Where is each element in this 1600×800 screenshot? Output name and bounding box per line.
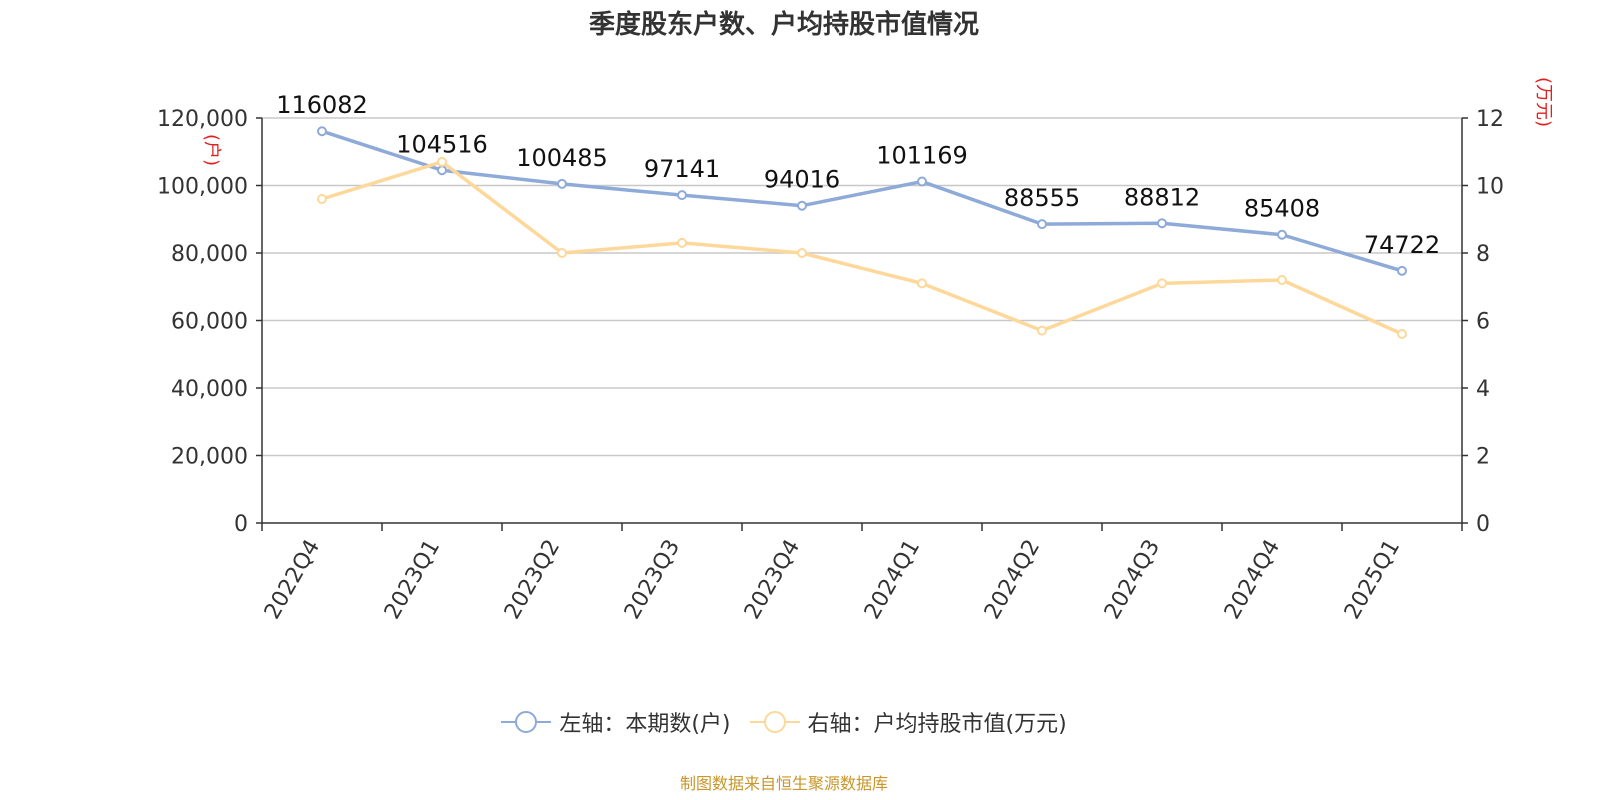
data-label: 104516 (396, 130, 488, 158)
data-point-avg-value (677, 237, 687, 248)
data-point-households (437, 165, 447, 176)
data-label: 88812 (1124, 183, 1200, 211)
data-point-households (917, 176, 927, 187)
x-tick-label: 2023Q1 (380, 536, 445, 624)
data-label: 88555 (1004, 184, 1080, 212)
data-label: 97141 (644, 155, 720, 183)
x-tick-label: 2023Q4 (740, 536, 805, 624)
data-point-households (557, 178, 567, 189)
left-tick-label: 20,000 (171, 445, 248, 470)
x-tick-label: 2023Q3 (620, 536, 685, 624)
right-tick-label: 8 (1476, 242, 1490, 267)
right-tick-label: 6 (1476, 310, 1490, 335)
data-point-avg-value (1157, 278, 1167, 289)
right-tick-label: 12 (1476, 107, 1504, 132)
legend-item-avg-value[interactable]: 右轴：户均持股市值(万元) (749, 706, 1067, 738)
left-tick-label: 40,000 (171, 377, 248, 402)
chart-title: 季度股东户数、户均持股市值情况 (588, 10, 979, 40)
right-axis-unit: (万元) (1533, 77, 1554, 127)
legend-item-households[interactable]: 左轴：本期数(户) (501, 706, 731, 738)
data-label: 100485 (516, 144, 608, 172)
left-axis-unit: (户) (201, 134, 222, 166)
source-note: 制图数据来自恒生聚源数据库 (679, 774, 888, 793)
x-tick-label: 2024Q3 (1100, 536, 1165, 624)
data-point-avg-value (797, 248, 807, 258)
left-tick-label: 80,000 (171, 242, 248, 267)
data-point-households (677, 190, 687, 201)
data-point-households (317, 126, 327, 137)
legend-line-circle-icon (501, 711, 552, 733)
data-label: 94016 (764, 166, 840, 194)
x-tick-label: 2022Q4 (260, 536, 325, 624)
data-point-avg-value (1277, 275, 1287, 285)
right-tick-label: 2 (1476, 445, 1490, 470)
x-tick-label: 2023Q2 (500, 536, 565, 624)
right-tick-label: 4 (1476, 377, 1490, 402)
data-point-households (797, 200, 807, 211)
data-point-avg-value (437, 156, 447, 167)
data-label: 74722 (1364, 231, 1440, 259)
legend-label-avg-value: 右轴：户均持股市值(万元) (807, 712, 1067, 737)
data-label: 116082 (276, 91, 368, 119)
right-tick-label: 0 (1476, 512, 1490, 537)
data-point-households (1157, 218, 1167, 229)
left-tick-label: 120,000 (157, 107, 248, 132)
data-point-avg-value (557, 248, 567, 258)
x-tick-label: 2024Q4 (1220, 536, 1285, 624)
x-tick-label: 2024Q1 (860, 536, 925, 624)
data-point-avg-value (917, 278, 927, 289)
data-point-avg-value (1397, 329, 1407, 339)
data-label: 85408 (1244, 195, 1320, 223)
data-point-households (1277, 229, 1287, 240)
left-tick-label: 0 (234, 512, 248, 537)
legend: 左轴：本期数(户) 右轴：户均持股市值(万元) (0, 706, 1568, 743)
data-point-avg-value (1037, 325, 1047, 336)
right-tick-label: 10 (1476, 175, 1504, 200)
data-point-households (1397, 265, 1407, 276)
left-tick-label: 100,000 (157, 175, 248, 200)
data-label: 101169 (876, 142, 968, 170)
left-tick-label: 60,000 (171, 310, 248, 335)
x-tick-label: 2024Q2 (980, 536, 1045, 624)
series-line-households (321, 129, 1403, 273)
legend-line-circle-icon (749, 711, 800, 733)
x-tick-label: 2025Q1 (1340, 536, 1405, 624)
data-point-avg-value (317, 194, 327, 204)
series-line-avg-value (321, 160, 1403, 336)
legend-label-households: 左轴：本期数(户) (559, 712, 731, 737)
data-point-households (1037, 219, 1047, 230)
line-chart: 0 20,000 40,000 60,000 80,000 100,000 120,000 0… (157, 77, 1554, 624)
